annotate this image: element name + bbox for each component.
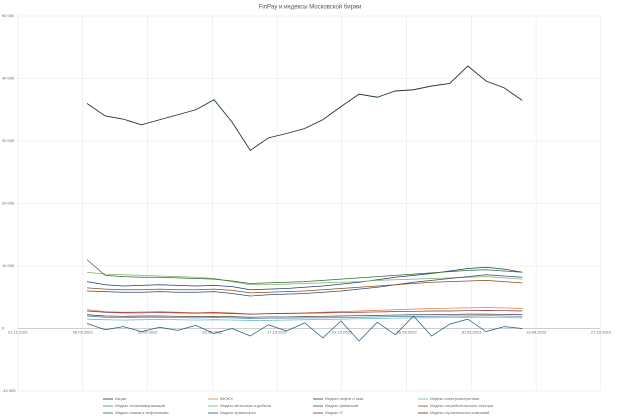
- x-tick-label: 31.12.2022: [332, 330, 353, 335]
- x-tick-label: 13.08.2023: [526, 330, 547, 335]
- legend-label: Индекс телекоммуникаций: [115, 403, 165, 408]
- series-line: [87, 310, 523, 315]
- series-line: [87, 274, 523, 297]
- x-tick-label: 20.05.2022: [138, 330, 159, 335]
- legend-label: Индекс электроэнергетики: [430, 396, 479, 401]
- y-tick-label: 50 000: [2, 13, 15, 18]
- y-tick-label: 20 000: [2, 201, 15, 206]
- legend-label: Индекс IT: [325, 410, 344, 415]
- legend-label: Индекс металлов и добычи: [220, 403, 271, 408]
- x-tick-label: 30.05.2023: [461, 330, 482, 335]
- series-line: [87, 313, 523, 318]
- legend-label: Индекс строительных компаний: [430, 410, 489, 415]
- y-tick-label: 10 000: [2, 263, 15, 268]
- x-tick-label: 27.10.2023: [591, 330, 612, 335]
- legend-label: Индекс потребительского сектора: [430, 403, 494, 408]
- x-tick-label: 16.03.2023: [397, 330, 418, 335]
- x-tick-label: 06.03.2022: [73, 330, 94, 335]
- series-line: [87, 315, 523, 319]
- series-line: [86, 315, 523, 342]
- chart-title: FinPay и индексы Московской биржи: [259, 4, 362, 11]
- y-tick-label: 30 000: [2, 138, 15, 143]
- y-tick-label: -10 000: [2, 388, 16, 393]
- x-tick-label: 17.10.2022: [267, 330, 288, 335]
- series-line: [87, 316, 523, 321]
- series-line: [87, 280, 523, 294]
- legend-label: IMOEX: [220, 396, 233, 401]
- series-line: [86, 259, 523, 284]
- series-line: [87, 266, 523, 291]
- series-line: [87, 271, 523, 286]
- legend-label: Индекс химии и нефтехимии: [115, 410, 168, 415]
- legend-label: Индекс финансов: [325, 403, 358, 408]
- legend-label: Индекс нефти и газа: [325, 396, 364, 401]
- x-tick-label: 21.12.2021: [8, 330, 29, 335]
- legend-label: Акции: [115, 396, 126, 401]
- y-tick-label: 0: [2, 326, 5, 331]
- legend-label: Индекс транспорта: [220, 410, 256, 415]
- x-tick-label: 03.08.2022: [202, 330, 223, 335]
- series-line: [86, 65, 523, 152]
- y-tick-label: 40 000: [2, 76, 15, 81]
